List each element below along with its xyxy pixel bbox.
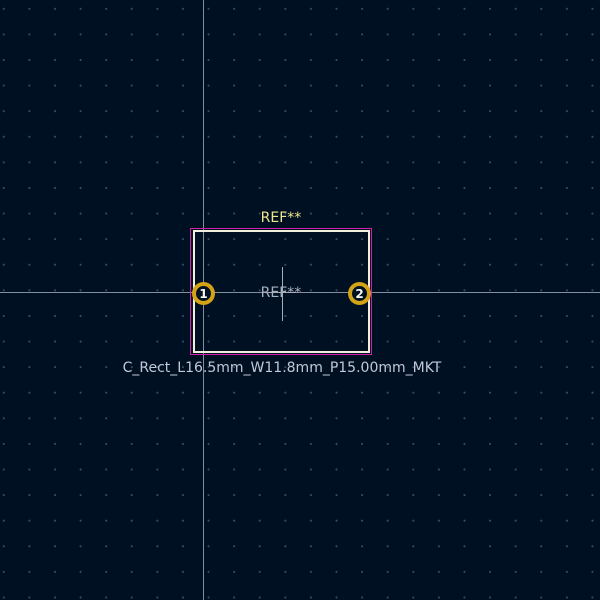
reference-designator-silkscreen[interactable]: REF** <box>260 210 302 226</box>
crosshair-horizontal-line <box>0 292 600 293</box>
footprint-anchor-vertical <box>282 267 283 321</box>
footprint-value-label[interactable]: C_Rect_L16.5mm_W11.8mm_P15.00mm_MKT <box>122 360 442 376</box>
pad-1-number: 1 <box>199 286 208 301</box>
reference-designator-fab[interactable]: REF** <box>260 285 302 301</box>
pad-1[interactable]: 1 <box>192 282 215 305</box>
courtyard-outline[interactable] <box>190 228 372 355</box>
pad-2[interactable]: 2 <box>348 282 371 305</box>
pad-2-number: 2 <box>355 286 364 301</box>
